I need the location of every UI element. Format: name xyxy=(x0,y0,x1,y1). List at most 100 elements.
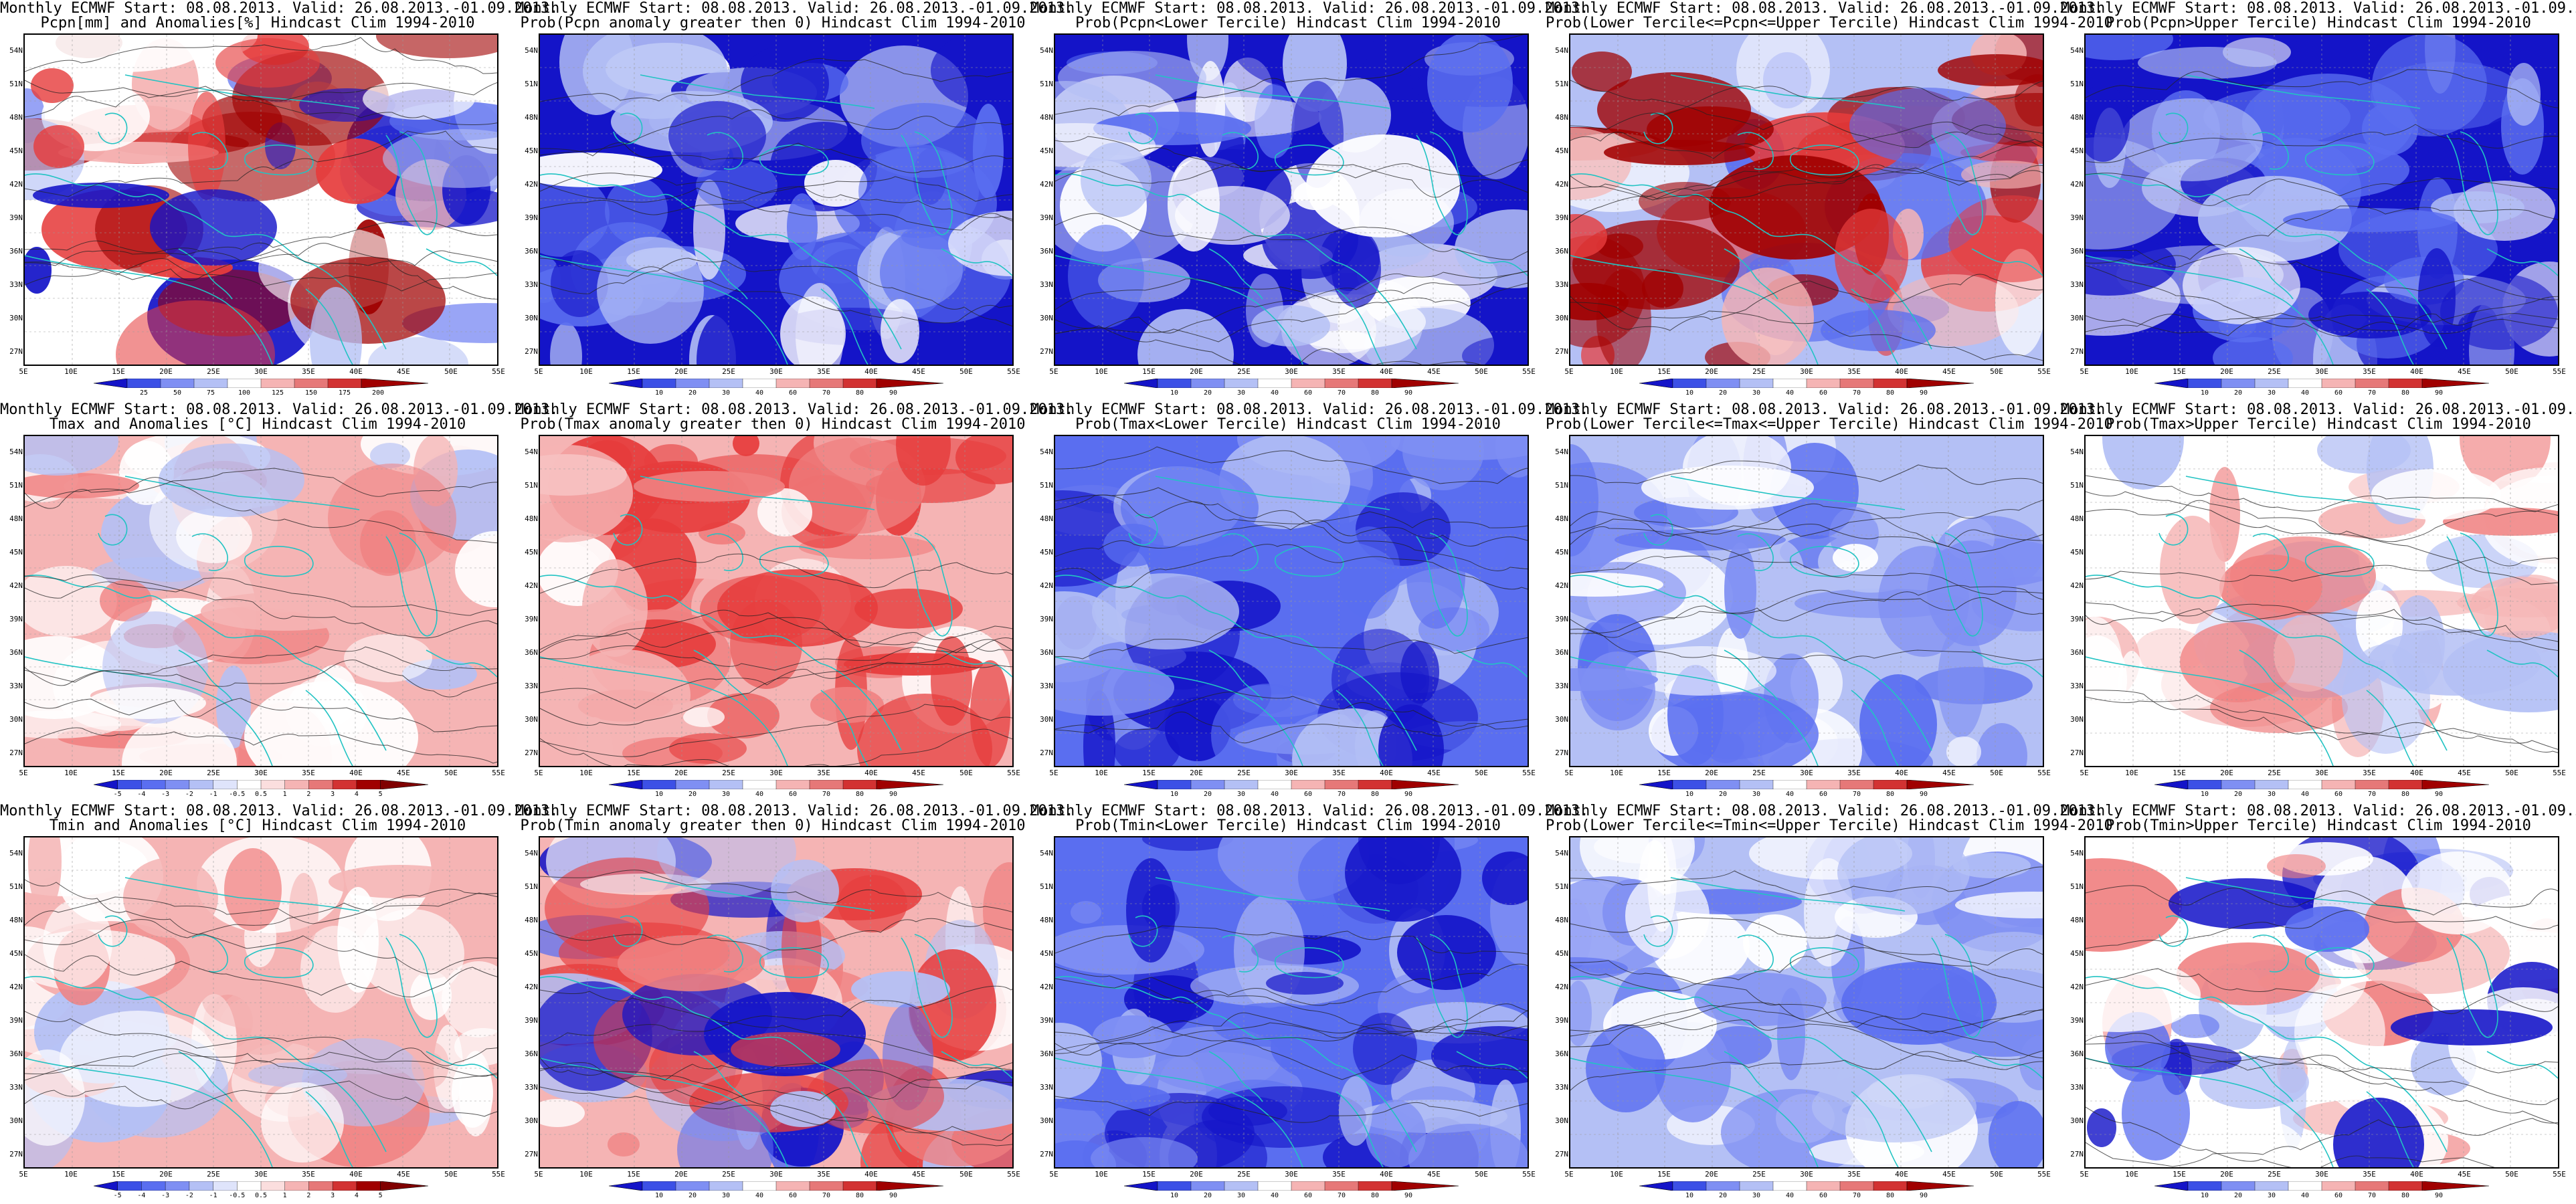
colorbar-tick-label: 30 xyxy=(1752,791,1761,798)
colorbar-segment xyxy=(1873,1181,1908,1191)
colorbar-tick-label: 80 xyxy=(1370,791,1380,798)
colorbar-tick-label: 60 xyxy=(2334,791,2343,798)
colorbar-tick-label: 4 xyxy=(354,1192,359,1199)
field-blob xyxy=(215,38,320,88)
colorbar-tick-label: -3 xyxy=(161,1192,170,1199)
lon-label: 30E xyxy=(769,1170,783,1179)
colorbar-segment xyxy=(775,379,810,388)
colorbar-segment xyxy=(2355,1181,2389,1191)
colorbar xyxy=(1124,780,1459,789)
map-panel: Monthly ECMWF Start: 08.08.2013. Valid: … xyxy=(1030,803,1588,1204)
colorbar xyxy=(1639,379,1974,388)
colorbar-tick-label: 80 xyxy=(855,1192,864,1199)
coastline xyxy=(2086,173,2448,350)
contour-line xyxy=(25,577,497,616)
lon-label: 55E xyxy=(2037,769,2051,777)
lat-label: 48N xyxy=(1555,113,1568,122)
lon-label: 5E xyxy=(1049,367,1059,376)
contour-line xyxy=(2086,265,2558,323)
panel-title-line1: Monthly ECMWF Start: 08.08.2013. Valid: … xyxy=(515,401,1074,418)
field-blob xyxy=(116,300,275,365)
colorbar xyxy=(1124,379,1459,388)
coastline xyxy=(2086,575,2448,751)
lat-label: 36N xyxy=(9,648,23,657)
field-blob xyxy=(1570,668,1658,691)
coastline xyxy=(2305,546,2375,577)
coastline xyxy=(1737,533,1774,571)
lon-label: 10E xyxy=(64,769,78,777)
contour-line xyxy=(1570,121,2043,159)
contour-line xyxy=(540,728,1012,766)
panel-title-line2: Prob(Lower Tercile<=Tmax<=Upper Tercile)… xyxy=(1546,416,2113,433)
lon-label: 40E xyxy=(1895,367,1908,376)
field-blob xyxy=(1168,157,1220,252)
field-blob xyxy=(2440,274,2558,350)
lat-label: 36N xyxy=(525,247,538,256)
field-blob xyxy=(1849,88,2006,164)
field-blob xyxy=(1812,1072,1976,1142)
field-blob xyxy=(551,250,608,317)
lon-label: 10E xyxy=(579,769,593,777)
colorbar-segment xyxy=(1358,1181,1392,1191)
field-blob xyxy=(2122,1067,2190,1161)
coastline xyxy=(613,915,643,947)
contour-line xyxy=(1055,966,1528,1037)
colorbar xyxy=(2154,1181,2489,1191)
coastline xyxy=(2366,288,2414,365)
colorbar-arrow-left xyxy=(609,1181,643,1191)
colorbar-tick-label: 70 xyxy=(1337,389,1346,397)
field-blob xyxy=(1859,674,1937,766)
contour-line xyxy=(25,888,497,926)
colorbar-segment xyxy=(284,1181,310,1191)
contour-line xyxy=(25,130,497,197)
colorbar-tick-label: 10 xyxy=(1170,791,1179,798)
lat-label: 30N xyxy=(1555,314,1568,322)
lon-label: 55E xyxy=(1007,1170,1020,1179)
lat-label: 27N xyxy=(2070,748,2084,757)
map-field xyxy=(540,35,1012,365)
contour-line xyxy=(1055,159,1528,184)
lat-label: 36N xyxy=(9,247,23,256)
lat-label: 27N xyxy=(2070,1150,2084,1159)
lat-label: 51N xyxy=(9,481,23,490)
coastline xyxy=(707,934,743,973)
map-frame xyxy=(2084,836,2559,1169)
field-blob xyxy=(806,1059,944,1134)
field-blob xyxy=(1495,436,1528,478)
colorbar-tick-label: 70 xyxy=(822,389,831,397)
lat-label: 45N xyxy=(2070,146,2084,155)
lat-label: 27N xyxy=(9,1150,23,1159)
lon-label: 25E xyxy=(722,1170,735,1179)
coastline xyxy=(426,1051,497,1079)
colorbar-arrow-right xyxy=(1906,1181,1974,1191)
lon-label: 40E xyxy=(349,769,363,777)
coastline xyxy=(820,288,868,365)
lat-label: 39N xyxy=(9,213,23,222)
field-blob xyxy=(582,559,648,657)
contour-line xyxy=(540,985,1012,1047)
colorbar-segment xyxy=(675,379,710,388)
contour-line xyxy=(2086,69,2558,108)
lat-label: 45N xyxy=(525,146,538,155)
colorbar-segment xyxy=(1806,379,1841,388)
coastline xyxy=(98,915,128,947)
colorbar-labels: 10 20 30 40 60 70 80 90 xyxy=(1124,791,1459,799)
lon-label: 55E xyxy=(1007,367,1020,376)
field-blob xyxy=(454,1028,497,1066)
lon-label: 35E xyxy=(817,1170,830,1179)
colorbar-segment xyxy=(141,780,166,789)
panel-title-line1: Monthly ECMWF Start: 08.08.2013. Valid: … xyxy=(1546,0,2104,17)
colorbar-labels: 10 20 30 40 60 70 80 90 xyxy=(2154,1192,2489,1200)
lon-label: 55E xyxy=(492,769,505,777)
colorbar-tick-label: 60 xyxy=(1819,791,1828,798)
field-blob xyxy=(1055,1023,1102,1099)
contour-line xyxy=(2086,608,2558,642)
coastline xyxy=(820,1091,868,1167)
colorbar-segment xyxy=(1358,780,1392,789)
contour-line xyxy=(1055,282,1528,342)
colorbar-segment xyxy=(1806,780,1841,789)
colorbar-segment xyxy=(2388,379,2423,388)
colorbar-tick-label: 90 xyxy=(2434,1192,2444,1199)
field-blob xyxy=(376,35,497,58)
contour-line xyxy=(2086,124,2558,163)
